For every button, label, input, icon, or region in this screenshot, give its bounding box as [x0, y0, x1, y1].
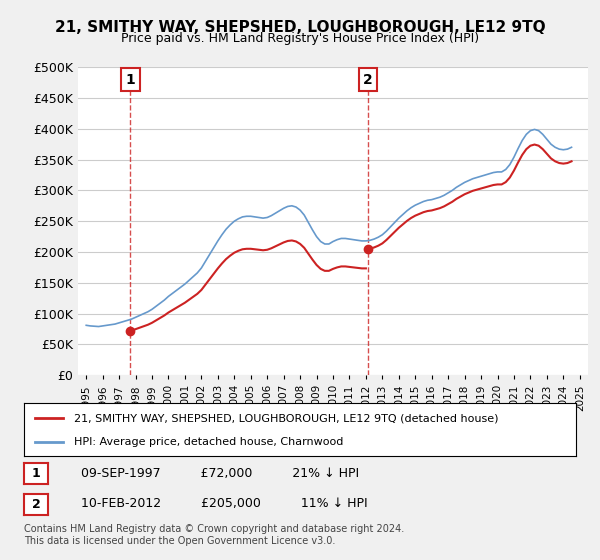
Text: 1: 1 [125, 72, 136, 86]
Text: 21, SMITHY WAY, SHEPSHED, LOUGHBOROUGH, LE12 9TQ (detached house): 21, SMITHY WAY, SHEPSHED, LOUGHBOROUGH, … [74, 413, 498, 423]
Text: Price paid vs. HM Land Registry's House Price Index (HPI): Price paid vs. HM Land Registry's House … [121, 32, 479, 45]
Text: 1: 1 [32, 467, 40, 480]
Text: Contains HM Land Registry data © Crown copyright and database right 2024.
This d: Contains HM Land Registry data © Crown c… [24, 524, 404, 546]
Text: HPI: Average price, detached house, Charnwood: HPI: Average price, detached house, Char… [74, 436, 343, 446]
Text: 09-SEP-1997          £72,000          21% ↓ HPI: 09-SEP-1997 £72,000 21% ↓ HPI [69, 466, 359, 480]
Text: 21, SMITHY WAY, SHEPSHED, LOUGHBOROUGH, LE12 9TQ: 21, SMITHY WAY, SHEPSHED, LOUGHBOROUGH, … [55, 20, 545, 35]
Text: 2: 2 [32, 498, 40, 511]
Text: 10-FEB-2012          £205,000          11% ↓ HPI: 10-FEB-2012 £205,000 11% ↓ HPI [69, 497, 368, 511]
Text: 2: 2 [363, 72, 373, 86]
